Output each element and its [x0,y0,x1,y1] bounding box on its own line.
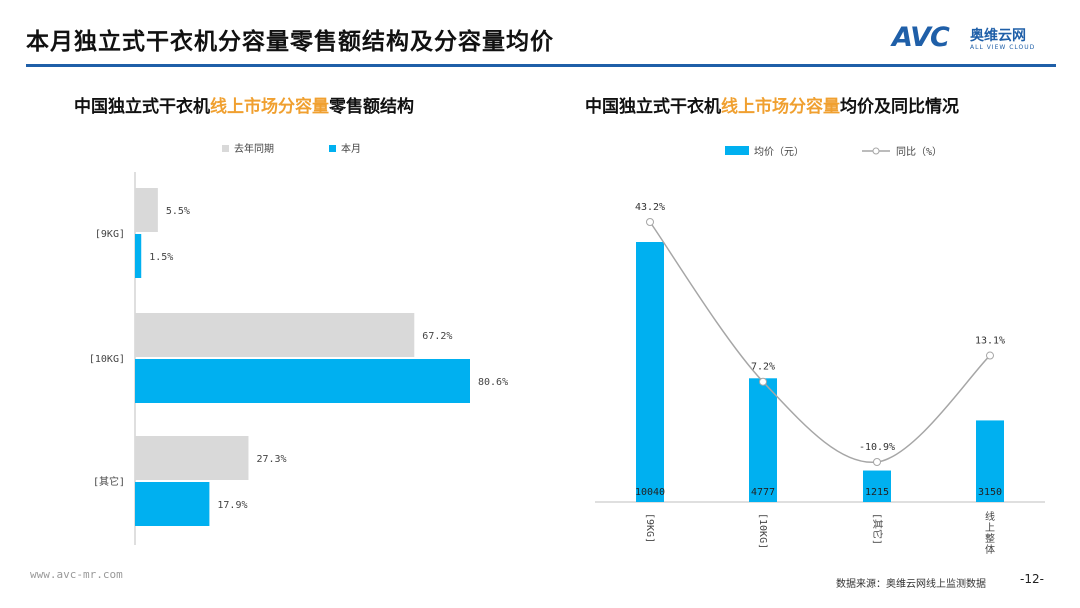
category-label: [9KG] [95,229,125,240]
left-title-highlight: 线上市场分容量 [210,97,329,117]
right-title-pre: 中国独立式干衣机 [585,97,721,117]
legend-marker-yoy [872,147,880,155]
right-title-highlight: 线上市场分容量 [721,97,840,117]
right-combo-chart: 均价（元） 同比（%） 10040 4777 1215 3150 [9KG] [10KG] [其… [595,146,1045,556]
price-bar [749,378,777,502]
bar-value-label: 80.6% [478,377,508,388]
bar-current [135,482,210,526]
category-label: [9KG] [644,513,655,543]
yoy-value-label: 43.2% [635,202,665,213]
yoy-marker [873,458,881,466]
legend-swatch-1 [329,145,336,152]
price-bar-label: 3150 [978,487,1002,498]
yoy-line [649,221,991,463]
bar-value-label: 27.3% [256,454,286,465]
left-chart-title: 中国独立式干衣机线上市场分容量零售额结构 [74,92,414,117]
price-bar [636,242,664,502]
bar-current [135,234,142,278]
page-title: 本月独立式干衣机分容量零售额结构及分容量均价 [26,29,554,55]
logo-cn: 奥维云网 [970,28,1026,44]
footer-source: 数据来源：奥维云网线上监测数据 [836,579,986,590]
legend-label-1: 本月 [341,142,361,155]
avc-logo: AVC 奥维云网 ALL VIEW CLOUD [892,22,1062,58]
price-bar [976,420,1004,502]
logo-en: ALL VIEW CLOUD [970,44,1036,51]
title-rule [26,64,1056,67]
bar-value-label: 5.5% [166,206,190,217]
category-label: [其它] [871,513,884,545]
yoy-marker [759,377,767,386]
bar-prior [135,313,415,357]
bar-value-label: 1.5% [149,252,173,263]
bar-current [135,359,470,403]
page-number: -12- [1020,572,1044,586]
legend-swatch-0 [222,145,229,152]
bar-prior [135,436,249,480]
right-title-post: 均价及同比情况 [840,97,959,117]
left-bar-chart: 去年同期 本月 [9KG] 5.5% 1.5% [10KG] 67.2% 80.6% [其它] 2… [89,142,508,545]
yoy-value-label: 13.1% [975,336,1005,347]
yoy-marker [646,218,654,226]
legend-swatch-price [725,146,749,155]
category-label: 线上整体 [985,510,995,556]
logo-mark: AVC [892,22,950,53]
bar-value-label: 67.2% [422,331,452,342]
category-label: [其它] [93,475,125,488]
right-chart-title: 中国独立式干衣机线上市场分容量均价及同比情况 [585,92,959,117]
legend-label-0: 去年同期 [234,142,274,155]
legend-label-yoy: 同比（%） [896,146,942,158]
price-bar-label: 1215 [865,487,889,498]
price-bar-label: 4777 [751,487,775,498]
category-label: [10KG] [89,354,125,365]
yoy-value-label: -10.9% [859,442,895,453]
legend-label-price: 均价（元） [754,146,804,158]
yoy-value-label: 7.2% [751,362,775,373]
bar-value-label: 17.9% [217,500,247,511]
footer-url[interactable]: www.avc-mr.com [30,568,123,581]
left-title-pre: 中国独立式干衣机 [74,97,210,117]
price-bar-label: 10040 [635,487,665,498]
yoy-marker [986,351,994,360]
bar-prior [135,188,158,232]
price-bar [863,470,891,502]
category-label: [10KG] [757,513,768,549]
left-title-post: 零售额结构 [329,97,414,117]
